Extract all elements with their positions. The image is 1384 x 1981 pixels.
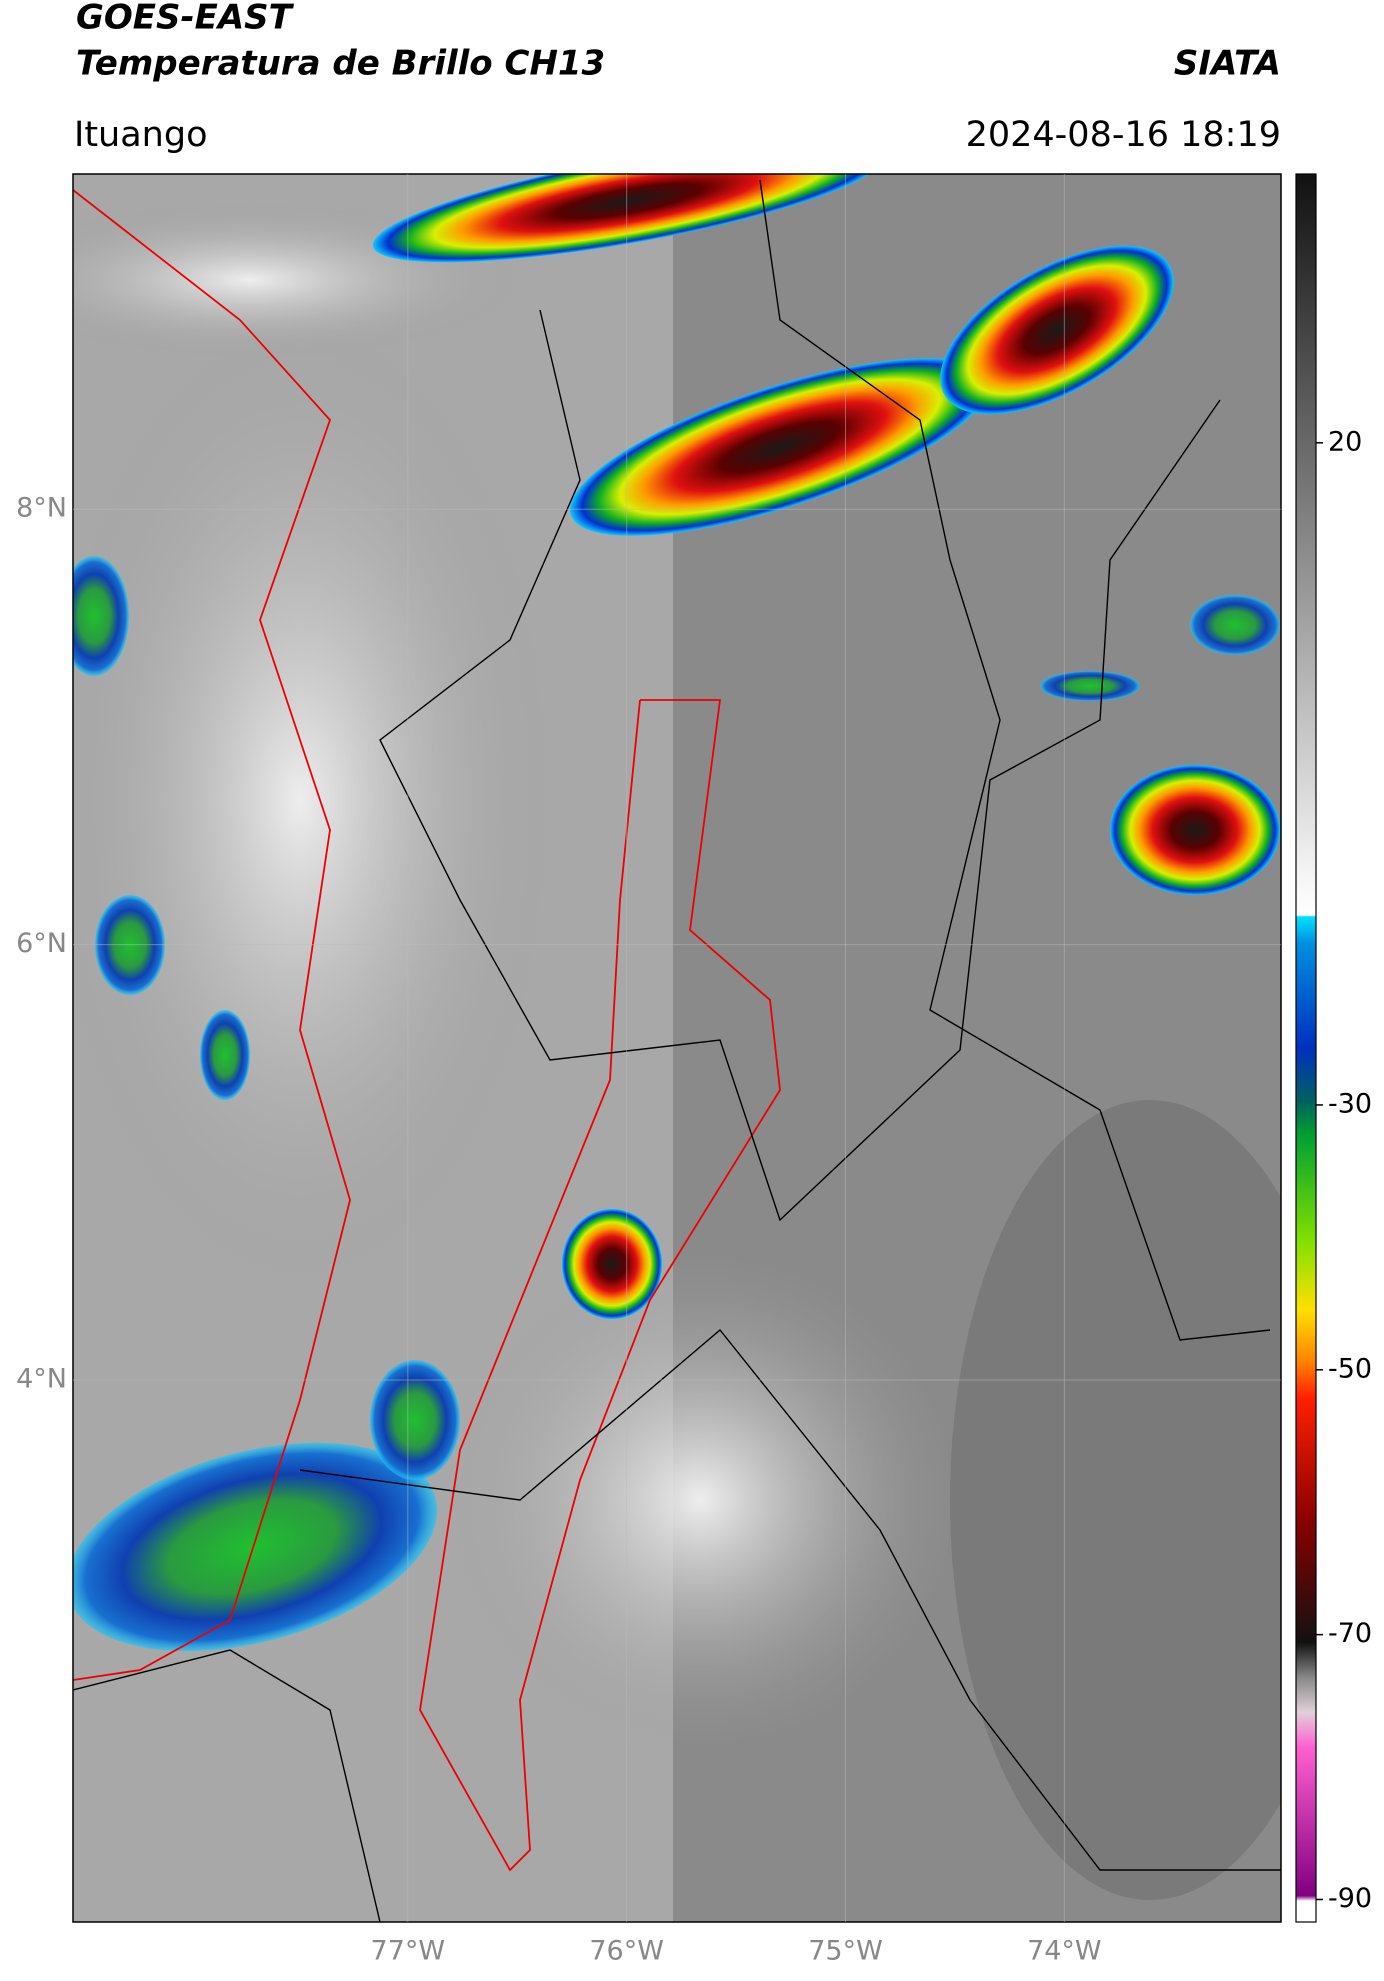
- colorbar-tick-label: -50: [1328, 1353, 1372, 1384]
- x-tick-label: 77°W: [371, 1936, 446, 1967]
- y-tick-label: 4°N: [16, 1363, 67, 1394]
- satellite-image: [73, 174, 1281, 1922]
- x-tick-label: 75°W: [808, 1936, 883, 1967]
- source: SIATA: [1174, 44, 1281, 84]
- map-frame: [72, 173, 1282, 1923]
- region: Ituango: [74, 115, 208, 155]
- title: GOES-EAST: [76, 0, 295, 38]
- colorbar-tick-label: -90: [1328, 1883, 1372, 1914]
- colorbar-tick-label: -30: [1328, 1088, 1372, 1119]
- datetime: 2024-08-16 18:19: [966, 115, 1281, 155]
- x-tick-label: 74°W: [1027, 1936, 1102, 1967]
- subtitle: Temperatura de Brillo CH13: [76, 44, 605, 84]
- colorbar-tick-label: 20: [1328, 426, 1362, 457]
- x-tick-label: 76°W: [589, 1936, 664, 1967]
- colorbar-tick-label: -70: [1328, 1618, 1372, 1649]
- y-tick-label: 6°N: [16, 928, 67, 959]
- colorbar: [1295, 173, 1317, 1923]
- y-tick-label: 8°N: [16, 493, 67, 524]
